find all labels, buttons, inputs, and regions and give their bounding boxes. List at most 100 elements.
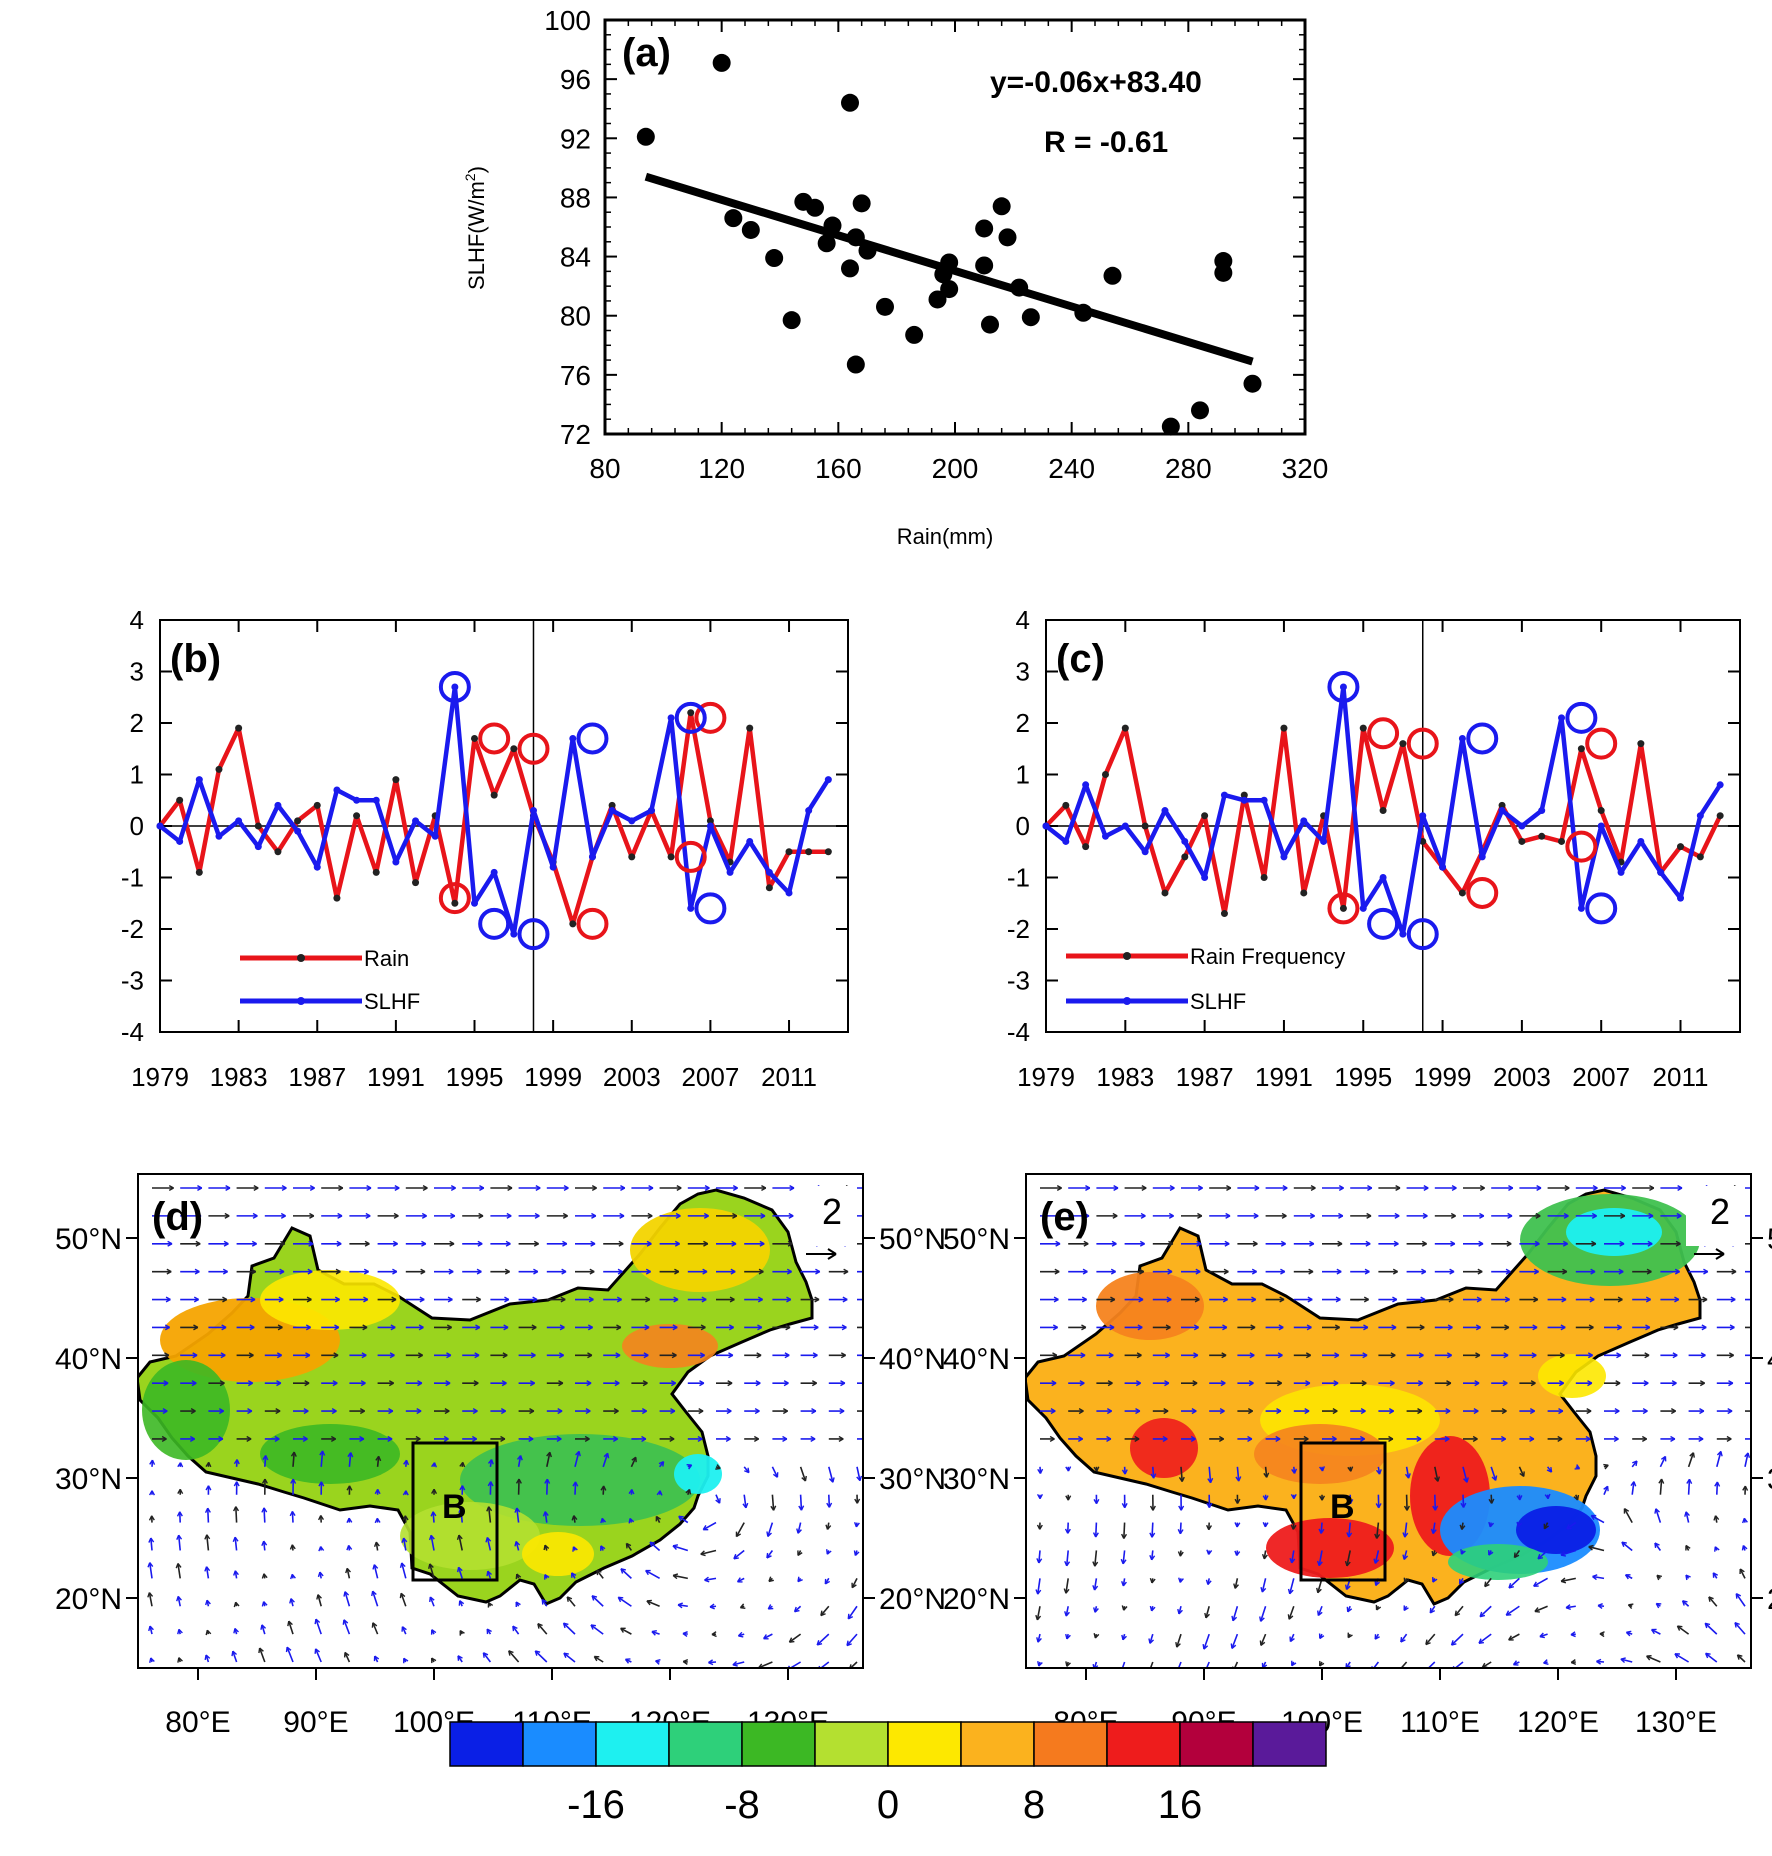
x-tick-label-b: 1983 xyxy=(210,1062,268,1092)
wind-vector-head-e xyxy=(1447,1324,1453,1331)
wind-vector-head-e xyxy=(1280,1268,1286,1275)
wind-vector-head-e xyxy=(1290,1493,1297,1500)
wind-vector-head-e xyxy=(1708,1596,1714,1602)
wind-vector-head-d xyxy=(703,1212,709,1219)
scatter-point xyxy=(1103,266,1122,285)
wind-vector-e xyxy=(1674,1653,1690,1663)
wind-vector-head-d xyxy=(374,1489,381,1495)
wind-vector-head-e xyxy=(1206,1549,1213,1555)
y-tick-label-c: 0 xyxy=(1016,811,1030,841)
wind-vector-head-d xyxy=(737,1631,744,1638)
wind-vector-d xyxy=(400,1562,407,1579)
wind-vector-d xyxy=(856,1466,861,1481)
wind-vector-e xyxy=(1478,1633,1492,1644)
colorbar-swatch xyxy=(887,1721,962,1767)
anomaly-blob-e6 xyxy=(1254,1424,1386,1484)
wind-vector-head-d xyxy=(590,1240,596,1247)
series-marker-b-1 xyxy=(333,786,341,794)
wind-vector-head-d xyxy=(337,1212,343,1219)
wind-vector-e xyxy=(1744,1452,1749,1467)
wind-vector-head-e xyxy=(1282,1184,1288,1192)
map-panel-d: B (d) 2 80°E90°E100°E110°E120°E130°E50°N… xyxy=(55,1173,946,1739)
wind-vector-head-e xyxy=(1592,1184,1598,1192)
wind-vector-head-e xyxy=(1632,1460,1638,1467)
wind-vector-d xyxy=(617,1596,632,1607)
wind-vector-head-e xyxy=(1703,1268,1709,1275)
y-tick-label-a: 72 xyxy=(560,419,591,450)
wind-vector-d xyxy=(733,1549,745,1560)
series-marker-c-1 xyxy=(1577,904,1585,912)
y-tick-label-b: -3 xyxy=(121,966,144,996)
wind-vector-head-d xyxy=(247,1408,253,1415)
wind-vector-head-e xyxy=(1168,1212,1174,1219)
wind-vector-head-e xyxy=(1534,1240,1540,1247)
colorbar-swatch xyxy=(449,1721,524,1767)
wind-vector-d xyxy=(704,1577,717,1581)
series-marker-b-1 xyxy=(549,863,557,871)
wind-vector-head-e xyxy=(1592,1574,1598,1581)
wind-vector-head-e xyxy=(1459,1524,1466,1530)
series-marker-b-1 xyxy=(588,853,596,861)
wind-vector-head-d xyxy=(615,1352,621,1359)
wind-vector-head-d xyxy=(843,1268,849,1275)
wind-vector-d xyxy=(317,1594,322,1607)
wind-vector-head-e xyxy=(1230,1643,1237,1649)
colorbar-swatch xyxy=(814,1721,889,1767)
wind-vector-head-e xyxy=(1303,1435,1309,1442)
lat-tick-label-right-e: 30°N xyxy=(1767,1463,1772,1496)
series-marker-b-0 xyxy=(215,765,223,773)
series-marker-b-1 xyxy=(667,714,675,722)
wind-vector-head-d xyxy=(430,1657,437,1664)
wind-vector-head-e xyxy=(1318,1660,1325,1667)
wind-vector-head-d xyxy=(248,1352,254,1359)
wind-vector-head-e xyxy=(1206,1524,1213,1531)
wind-vector-head-d xyxy=(459,1629,465,1636)
wind-vector-head-d xyxy=(148,1537,155,1543)
wind-vector-head-d xyxy=(871,1297,875,1302)
wind-vector-head-d xyxy=(528,1435,534,1442)
wind-vector-head-e xyxy=(1112,1212,1118,1219)
wind-vector-head-e xyxy=(1165,1324,1171,1331)
wind-vector-head-d xyxy=(162,1408,168,1415)
wind-vector-head-e xyxy=(1190,1435,1196,1442)
wind-vector-head-d xyxy=(362,1324,368,1331)
series-marker-b-1 xyxy=(431,832,439,840)
wind-vector-head-d xyxy=(530,1352,536,1359)
series-marker-b-0 xyxy=(294,817,302,825)
wind-vector-head-d xyxy=(739,1603,746,1610)
wind-vector-head-d xyxy=(559,1324,565,1331)
wind-vector-d xyxy=(828,1494,831,1508)
wind-vector-head-d xyxy=(233,1506,240,1512)
wind-vector-head-d xyxy=(872,1269,876,1274)
wind-vector-e xyxy=(1659,1456,1667,1468)
wind-vector-head-e xyxy=(1450,1212,1456,1219)
wind-vector-head-d xyxy=(533,1268,539,1275)
colorbar-label: -8 xyxy=(724,1783,760,1827)
wind-vector-head-e xyxy=(1037,1661,1043,1667)
scatter-point xyxy=(905,325,924,344)
wind-vector-head-e xyxy=(1135,1380,1142,1387)
wind-vector-head-d xyxy=(390,1324,396,1331)
series-marker-c-1 xyxy=(1201,874,1209,881)
series-marker-c-1 xyxy=(1339,683,1347,691)
wind-vector-head-d xyxy=(842,1296,848,1303)
wind-vector-head-e xyxy=(1651,1628,1657,1635)
wind-vector-e xyxy=(1462,1494,1465,1508)
legend-marker-slhf-b xyxy=(297,997,305,1005)
wind-vector-head-d xyxy=(482,1652,489,1658)
wind-vector-head-e xyxy=(1053,1296,1059,1303)
x-axis-label-a: Rain(mm) xyxy=(897,524,994,549)
wind-vector-e xyxy=(1405,1466,1410,1479)
wind-vector-d xyxy=(348,1452,352,1467)
wind-vector-head-e xyxy=(1716,1450,1723,1457)
wind-vector-head-e xyxy=(1446,1352,1452,1359)
wind-vector-d xyxy=(847,1605,858,1620)
wind-vector-e xyxy=(1122,1550,1126,1564)
wind-vector-head-d xyxy=(672,1324,678,1331)
wind-vector-head-d xyxy=(782,1408,789,1415)
scatter-point xyxy=(975,219,994,238)
wind-vector-head-e xyxy=(1204,1612,1210,1619)
colorbar-swatch xyxy=(1106,1721,1181,1767)
wind-vector-head-e xyxy=(1649,1184,1655,1192)
wind-vector-head-e xyxy=(1140,1212,1146,1219)
